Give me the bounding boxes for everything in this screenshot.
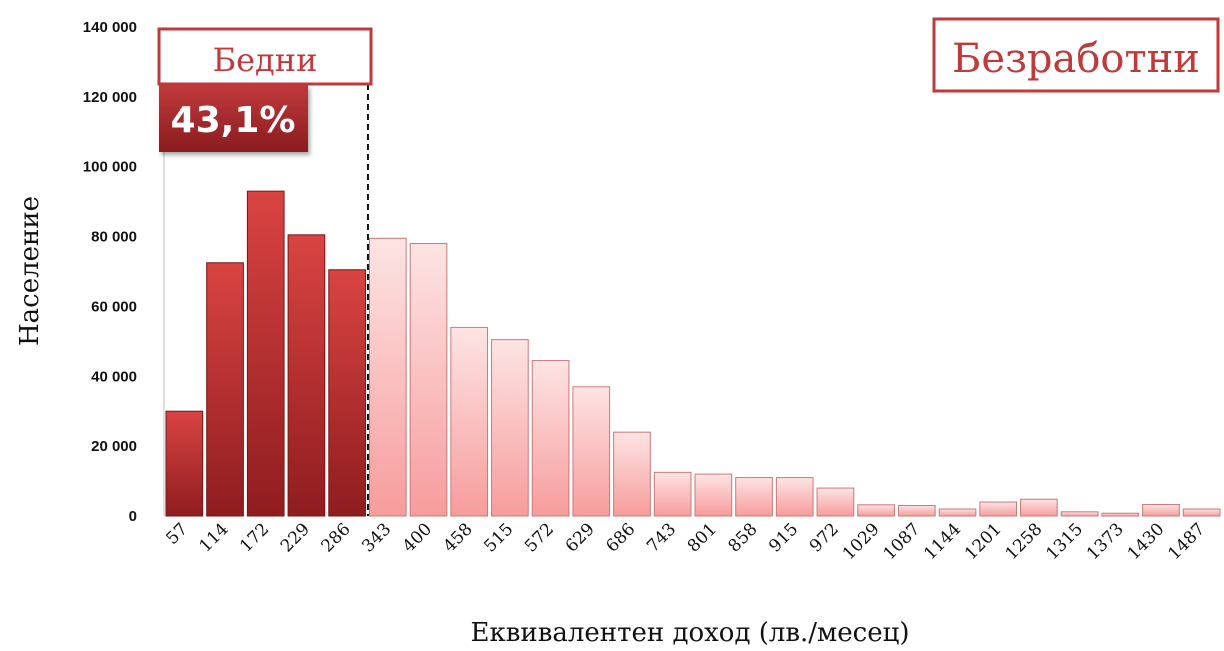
- bar: [450, 326, 489, 517]
- unemployed-label: Безработни: [952, 36, 1200, 82]
- x-tick-label: 1430: [1124, 519, 1169, 564]
- bar: [857, 504, 895, 517]
- unemployed-label-box: Безработни: [932, 17, 1220, 93]
- bar: [1060, 511, 1099, 517]
- bar: [653, 471, 692, 517]
- bar: [735, 477, 773, 517]
- x-tick-label: 858: [724, 519, 761, 556]
- bar: [246, 190, 285, 517]
- bar: [897, 505, 936, 517]
- x-tick-label: 114: [195, 519, 232, 556]
- y-tick-label: 100 000: [83, 159, 137, 176]
- y-tick-label: 120 000: [83, 89, 137, 106]
- poor-label-box: Бедни: [157, 27, 373, 86]
- x-tick-label: 515: [480, 519, 517, 556]
- x-tick-label: 343: [358, 519, 395, 556]
- x-tick-label: 915: [765, 519, 802, 556]
- bar: [206, 262, 244, 517]
- bar: [572, 386, 611, 517]
- poor-share-label: 43,1%: [171, 100, 296, 141]
- poor-label: Бедни: [213, 41, 318, 79]
- bar: [775, 477, 814, 517]
- bar: [1020, 498, 1058, 517]
- x-tick-label: 801: [684, 519, 721, 556]
- bar: [979, 501, 1018, 517]
- bar: [694, 473, 733, 517]
- bar: [1142, 503, 1180, 517]
- x-tick-label: 686: [602, 519, 639, 556]
- bar: [328, 269, 366, 517]
- x-tick-label: 1373: [1083, 519, 1128, 564]
- bar: [613, 431, 651, 517]
- y-tick-label: 0: [129, 508, 137, 525]
- y-tick-label: 20 000: [91, 438, 137, 455]
- x-tick-label: 1087: [880, 519, 925, 564]
- y-axis-title: Население: [15, 196, 45, 346]
- bar: [409, 243, 448, 517]
- bar: [287, 234, 326, 517]
- x-tick-labels: 57 114 172 229 286 343 400 458 515 572 629 686 743 80…: [162, 519, 1209, 564]
- x-tick-label: 1144: [920, 519, 965, 564]
- y-tick-label: 140 000: [83, 19, 137, 36]
- bar: [491, 339, 529, 517]
- x-tick-label: 57: [162, 519, 191, 548]
- bar: [1182, 508, 1221, 517]
- bar: [816, 487, 855, 517]
- x-axis-title: Еквивалентен доход (лв./месец): [471, 618, 910, 646]
- y-tick-label: 80 000: [91, 229, 137, 246]
- poor-share-box: 43,1%: [159, 85, 308, 152]
- bar: [368, 237, 407, 517]
- bars: [165, 190, 1221, 517]
- x-tick-label: 400: [399, 519, 436, 556]
- x-tick-label: 286: [318, 519, 355, 556]
- bar: [531, 360, 570, 517]
- x-tick-label: 629: [562, 519, 599, 556]
- x-tick-label: 1315: [1042, 519, 1087, 564]
- y-tick-labels: 0 20 000 40 000 60 000 80 000 100 000 120 000 1…: [83, 19, 137, 525]
- x-tick-label: 1029: [839, 519, 884, 564]
- x-tick-label: 1487: [1164, 519, 1209, 564]
- x-tick-label: 172: [236, 519, 273, 556]
- x-tick-label: 229: [277, 519, 314, 556]
- x-tick-label: 1201: [961, 519, 1006, 564]
- bar: [1101, 512, 1140, 517]
- x-tick-label: 572: [521, 519, 558, 556]
- y-tick-label: 40 000: [91, 368, 137, 385]
- y-tick-label: 60 000: [91, 298, 137, 315]
- bar: [938, 508, 977, 517]
- bar: [165, 410, 204, 517]
- x-tick-label: 1258: [1002, 519, 1047, 564]
- x-tick-label: 972: [806, 519, 843, 556]
- x-tick-label: 743: [643, 519, 680, 556]
- x-tick-label: 458: [440, 519, 477, 556]
